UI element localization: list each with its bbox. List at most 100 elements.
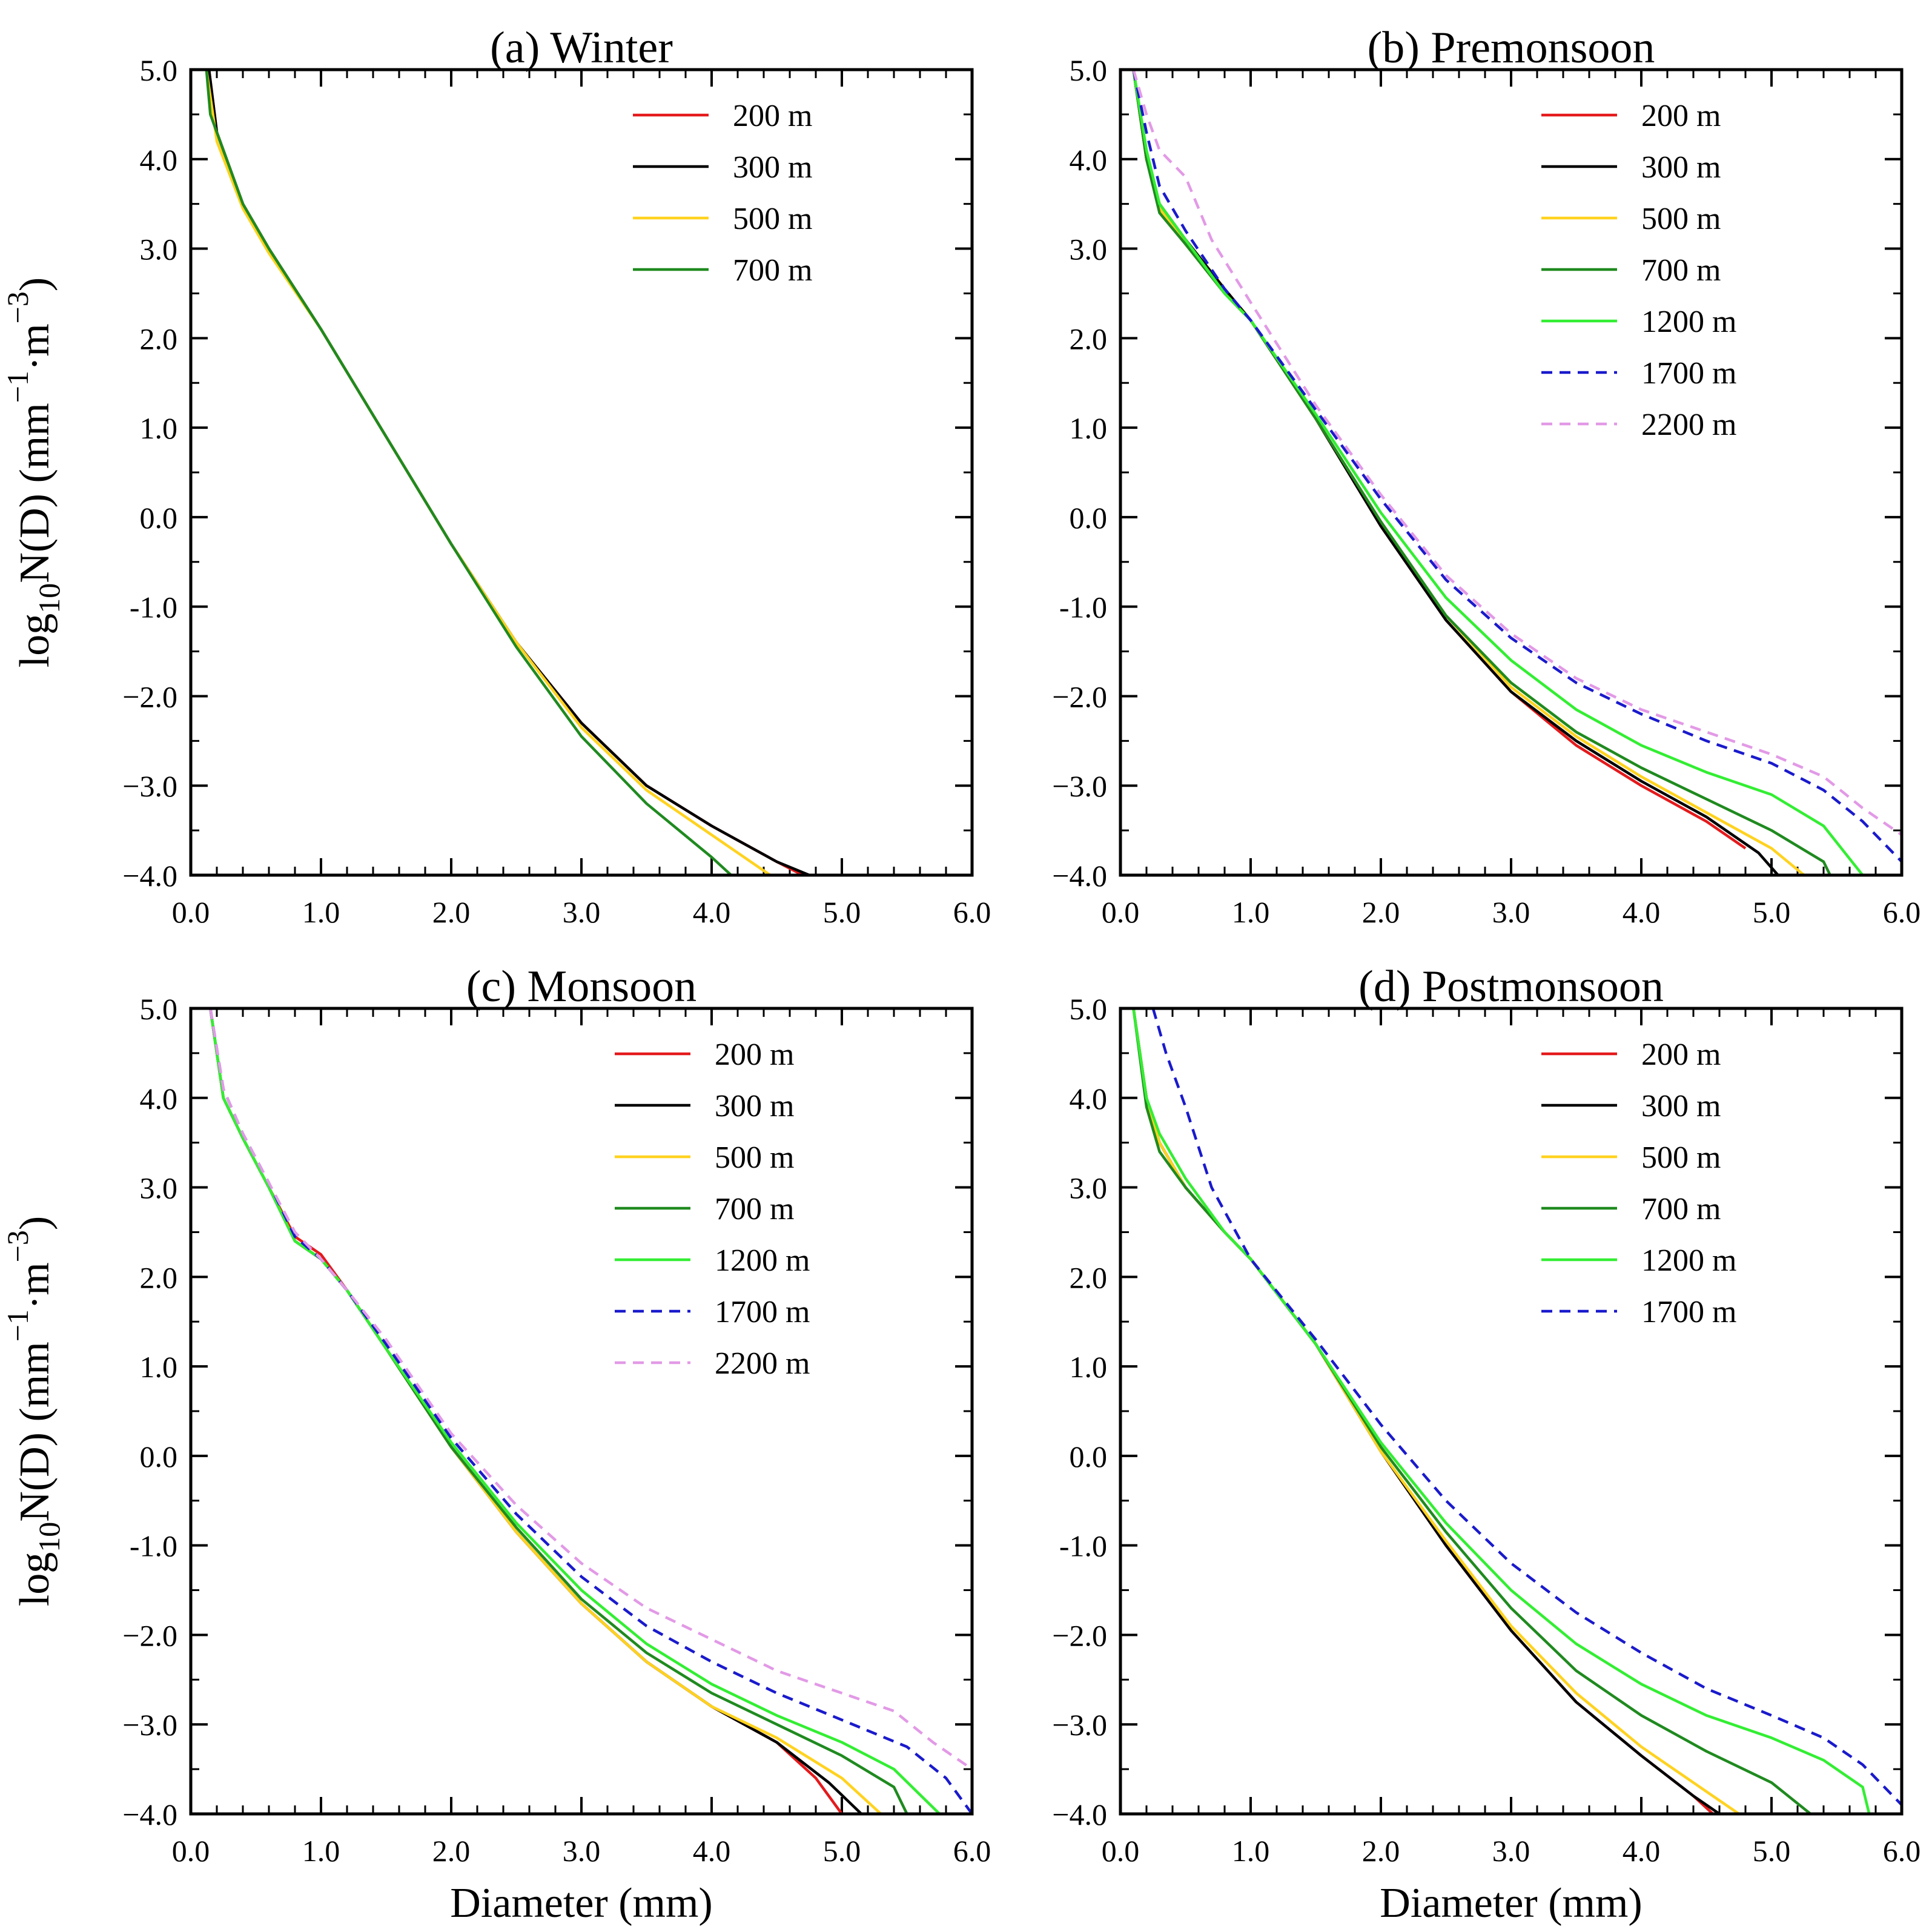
plot-area: 0.0 1.0 2.0 3.0 4.0 5.0 6.0 5.0 4.0 3.0 2.0 1.0 0.0 -…: [1052, 992, 1920, 1868]
x-tick-label: 2.0: [432, 895, 471, 929]
legend-label: 300 m: [715, 1089, 794, 1123]
y-tick-label: -1.0: [1059, 1529, 1107, 1563]
y-tick-label: -1.0: [1059, 591, 1107, 624]
x-tick-label: 0.0: [172, 895, 210, 929]
x-tick-label: 4.0: [1623, 1834, 1661, 1868]
y-tick-label: −3.0: [1052, 769, 1107, 803]
y-tick-label: −2.0: [122, 680, 177, 713]
x-tick-label: 6.0: [1883, 1834, 1921, 1868]
legend-label: 200 m: [715, 1037, 794, 1072]
y-tick-label: 4.0: [1070, 1082, 1108, 1116]
y-tick-label: −4.0: [1052, 1798, 1107, 1831]
y-tick-label: 2.0: [1070, 1260, 1108, 1294]
y-tick-label: 5.0: [1070, 992, 1108, 1026]
legend-label: 2200 m: [715, 1346, 810, 1381]
legend: 200 m 300 m 500 m 700 m: [633, 99, 812, 288]
legend: 200 m 300 m 500 m 700 m 1200 m 1700 m 2200 m: [615, 1037, 810, 1381]
x-tick-label: 3.0: [1492, 1834, 1530, 1868]
series-line-1700m: [209, 1008, 972, 1814]
y-tick-label: 4.0: [1070, 143, 1108, 177]
y-tick-label: −2.0: [1052, 680, 1107, 713]
legend-label: 1700 m: [1641, 1295, 1736, 1329]
x-tick-label: 1.0: [1232, 1834, 1270, 1868]
y-tick-label: 5.0: [140, 992, 178, 1026]
series-line-2200m: [1132, 70, 1902, 836]
y-tick-label: 3.0: [140, 233, 178, 266]
y-tick-label: 3.0: [140, 1171, 178, 1205]
x-tick-label: 3.0: [1492, 895, 1530, 929]
x-tick-label: 2.0: [1362, 895, 1400, 929]
legend-label: 500 m: [1641, 202, 1721, 236]
legend-label: 200 m: [1641, 1037, 1721, 1072]
series-line-1200m: [1132, 70, 1864, 875]
panel-d: (d) Postmonsoon Diameter (mm) 0.0 1.0 2.0 3…: [1052, 962, 1920, 1927]
legend-label: 1200 m: [1641, 1243, 1736, 1278]
series-group: [209, 1008, 972, 1814]
x-tick-label: 0.0: [172, 1834, 210, 1868]
panel-b: (b) Premonsoon 0.0 1.0 2.0 3.0 4.0 5.0 6.0 5.0 4…: [1052, 23, 1920, 929]
series-group: [205, 70, 810, 875]
x-tick-label: 4.0: [1623, 895, 1661, 929]
x-tick-label: 1.0: [302, 1834, 340, 1868]
series-line-1200m: [1132, 1008, 1871, 1814]
legend-label: 1700 m: [1641, 356, 1736, 391]
series-line-1700m: [1132, 70, 1902, 863]
legend-label: 200 m: [733, 99, 812, 133]
legend-label: 300 m: [1641, 1089, 1721, 1123]
legend-label: 200 m: [1641, 99, 1721, 133]
x-tick-label: 0.0: [1102, 895, 1140, 929]
y-tick-label: 3.0: [1070, 233, 1108, 266]
series-line-1700m: [1151, 1008, 1902, 1806]
x-tick-label: 3.0: [563, 1834, 601, 1868]
x-tick-label: 6.0: [953, 1834, 991, 1868]
series-line-700m: [1132, 70, 1831, 875]
x-tick-label: 4.0: [693, 895, 731, 929]
y-tick-label: 1.0: [140, 1350, 178, 1384]
plot-area: 0.0 1.0 2.0 3.0 4.0 5.0 6.0 5.0 4.0 3.0 2.0 1.0 0.0 -…: [122, 992, 991, 1868]
y-tick-label: 1.0: [1070, 1350, 1108, 1384]
y-tick-label: −4.0: [1052, 859, 1107, 893]
plot-frame: [1119, 68, 1904, 877]
legend-label: 500 m: [1641, 1140, 1721, 1175]
y-tick-label: 2.0: [140, 1260, 178, 1294]
legend-label: 500 m: [733, 202, 812, 236]
series-line-700m: [205, 70, 732, 875]
y-tick-label: −3.0: [122, 769, 177, 803]
x-tick-label: 5.0: [1753, 895, 1791, 929]
x-tick-label: 3.0: [563, 895, 601, 929]
y-tick-label: 1.0: [140, 411, 178, 445]
panel-a: (a) Winter log10N(D) (mm−1·m−3) 0.0 1.0 2.…: [1, 23, 991, 929]
panel-title: (a) Winter: [490, 23, 673, 73]
legend: 200 m 300 m 500 m 700 m 1200 m 1700 m: [1541, 1037, 1736, 1329]
y-tick-label: −3.0: [1052, 1708, 1107, 1742]
legend-label: 700 m: [715, 1192, 794, 1226]
x-tick-label: 1.0: [302, 895, 340, 929]
y-tick-label: 3.0: [1070, 1171, 1108, 1205]
y-tick-label: -1.0: [130, 591, 177, 624]
y-tick-label: 0.0: [1070, 501, 1108, 535]
legend-label: 700 m: [733, 253, 812, 288]
y-axis-title: log10N(D) (mm−1·m−3): [1, 277, 66, 667]
y-tick-label: -1.0: [130, 1529, 177, 1563]
x-tick-label: 1.0: [1232, 895, 1270, 929]
plot-frame: [189, 68, 974, 877]
legend-label: 500 m: [715, 1140, 794, 1175]
x-axis-title: Diameter (mm): [1380, 1880, 1642, 1927]
y-tick-label: 1.0: [1070, 411, 1108, 445]
y-tick-label: 0.0: [140, 501, 178, 535]
x-tick-label: 0.0: [1102, 1834, 1140, 1868]
plot-area: 0.0 1.0 2.0 3.0 4.0 5.0 6.0 5.0 4.0 3.0 2.0 1.0 0.0 -…: [1052, 53, 1920, 929]
x-tick-label: 6.0: [953, 895, 991, 929]
x-tick-label: 5.0: [823, 1834, 861, 1868]
y-tick-label: −3.0: [122, 1708, 177, 1742]
plot-frame: [1119, 1007, 1904, 1816]
x-tick-label: 4.0: [693, 1834, 731, 1868]
y-tick-label: −4.0: [122, 1798, 177, 1831]
x-tick-label: 6.0: [1883, 895, 1921, 929]
legend-label: 2200 m: [1641, 408, 1736, 442]
y-axis-title: log10N(D) (mm−1·m−3): [1, 1216, 66, 1606]
y-tick-label: −2.0: [122, 1618, 177, 1652]
y-tick-label: 2.0: [140, 322, 178, 356]
x-tick-label: 2.0: [1362, 1834, 1400, 1868]
